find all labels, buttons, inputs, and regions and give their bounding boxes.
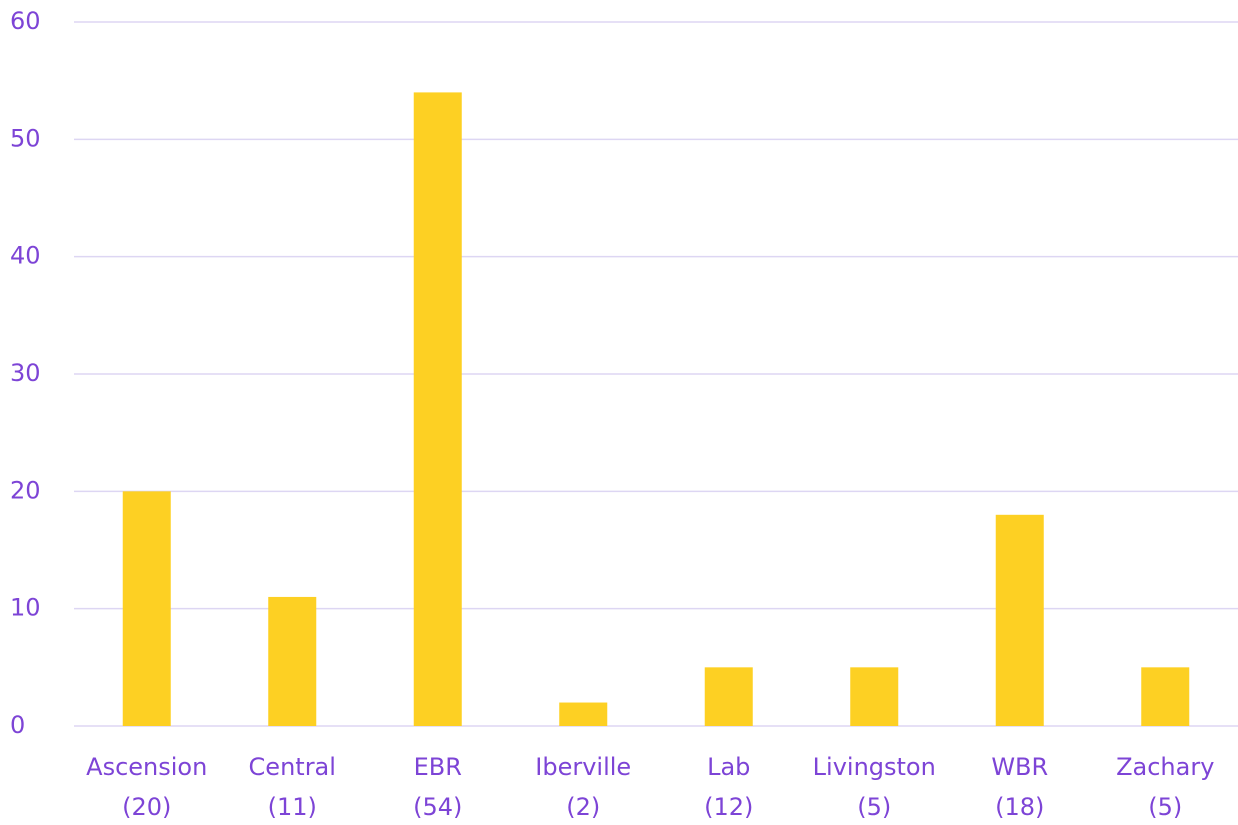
x-tick-label: Zachary bbox=[1116, 753, 1214, 781]
y-tick-label: 0 bbox=[10, 711, 25, 739]
x-tick-label: EBR bbox=[414, 753, 462, 781]
x-tick-label: (54) bbox=[413, 793, 462, 821]
x-tick-label: Iberville bbox=[535, 753, 631, 781]
x-tick-label: (5) bbox=[857, 793, 891, 821]
y-tick-label: 20 bbox=[10, 476, 41, 504]
bar bbox=[704, 667, 753, 726]
bar bbox=[268, 596, 317, 726]
y-tick-label: 30 bbox=[10, 359, 41, 387]
x-tick-label: (2) bbox=[566, 793, 600, 821]
x-tick-label: Lab bbox=[707, 753, 750, 781]
x-tick-label: Central bbox=[249, 753, 336, 781]
x-tick-label: (12) bbox=[704, 793, 753, 821]
bar bbox=[122, 491, 171, 726]
y-tick-label: 50 bbox=[10, 124, 41, 152]
bar bbox=[1141, 667, 1190, 726]
x-tick-label: (18) bbox=[995, 793, 1044, 821]
bar bbox=[413, 92, 462, 726]
y-tick-label: 40 bbox=[10, 242, 41, 270]
x-tick-label: (20) bbox=[122, 793, 171, 821]
x-tick-label: (11) bbox=[268, 793, 317, 821]
x-tick-label: (5) bbox=[1148, 793, 1182, 821]
y-tick-label: 60 bbox=[10, 7, 41, 35]
bar bbox=[850, 667, 899, 726]
x-tick-label: Livingston bbox=[813, 753, 936, 781]
bar bbox=[995, 514, 1044, 726]
x-tick-label: WBR bbox=[991, 753, 1048, 781]
bar bbox=[559, 702, 608, 726]
y-tick-label: 10 bbox=[10, 594, 41, 622]
x-tick-label: Ascension bbox=[86, 753, 207, 781]
